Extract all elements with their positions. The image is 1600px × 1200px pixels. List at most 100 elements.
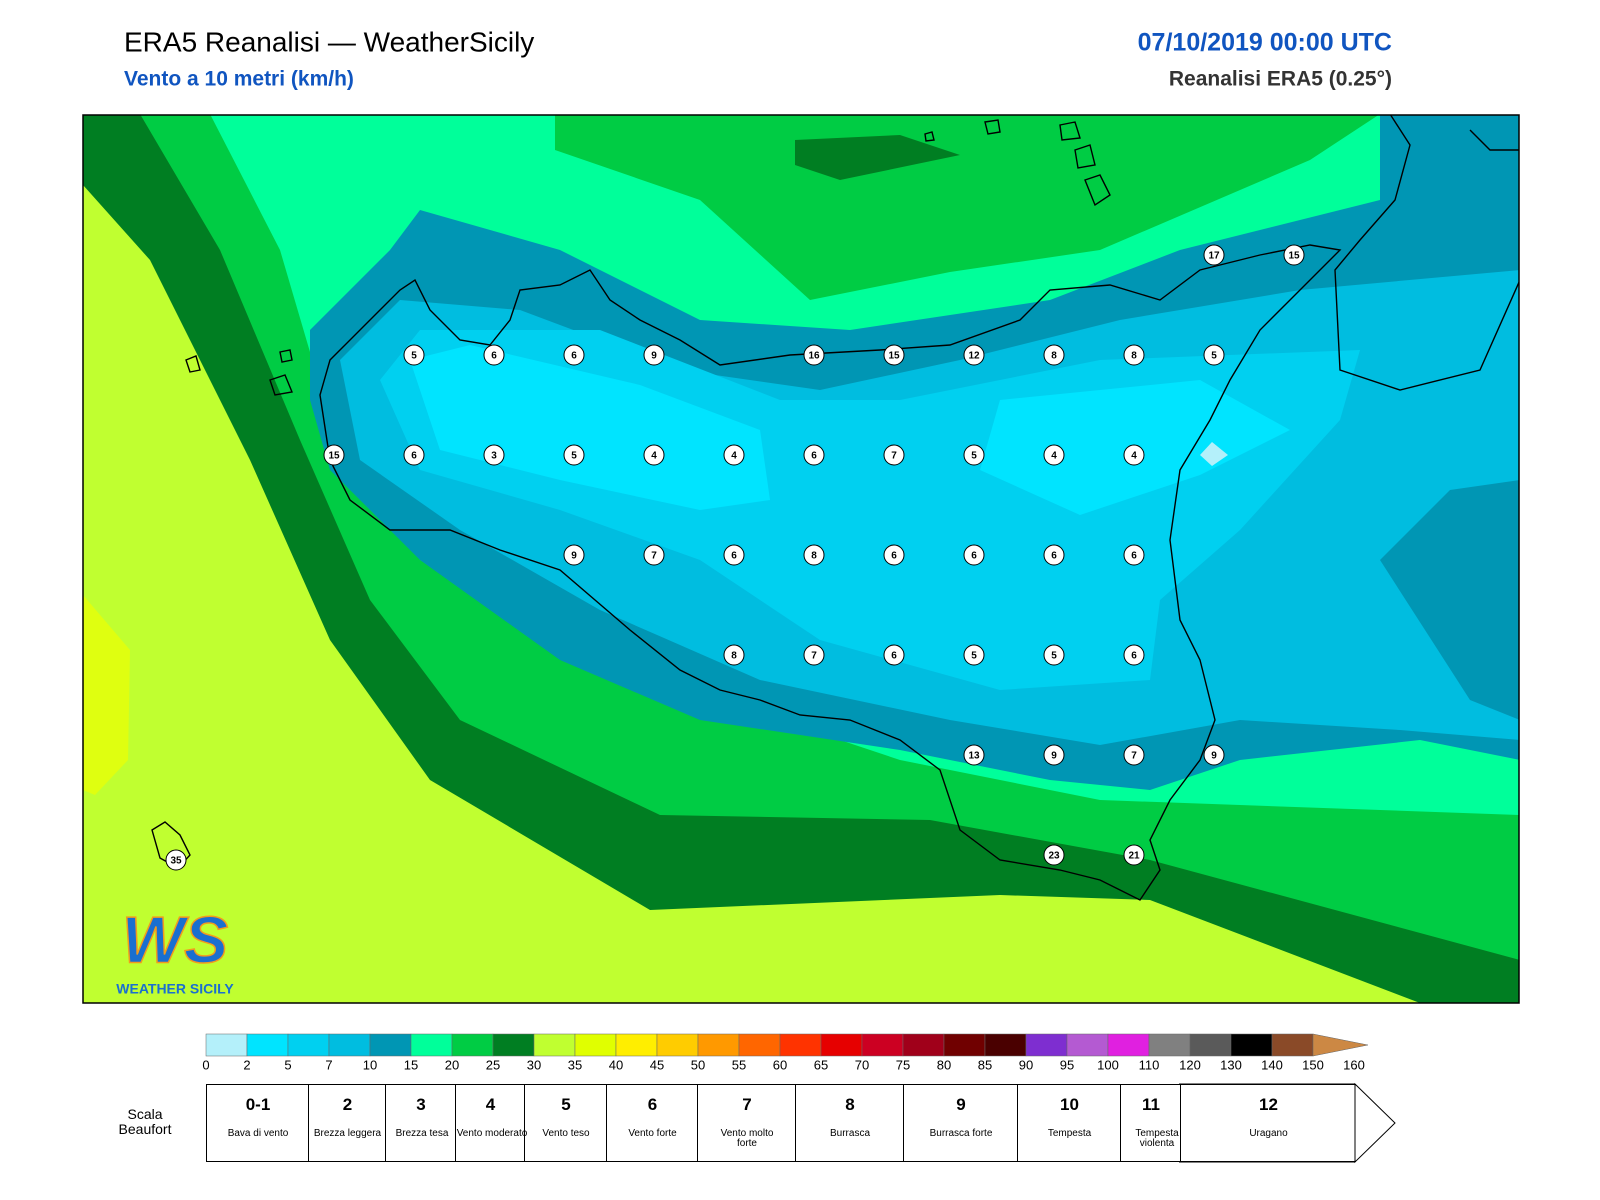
color-swatch (410, 1033, 453, 1057)
title: ERA5 Reanalisi — WeatherSicily (124, 26, 534, 57)
island (185, 349, 293, 396)
station-value: 7 (1131, 751, 1137, 762)
beaufort-cell: 2 Brezza leggera (308, 1084, 386, 1162)
color-swatch (738, 1033, 781, 1057)
beaufort-cell: 0-1 Bava di vento (206, 1084, 309, 1162)
beaufort-cell: 7 Vento molto forte (697, 1084, 796, 1162)
station-dot (483, 444, 505, 466)
colorbar-tick: 160 (1343, 1057, 1365, 1072)
date: 07/10/2019 00:00 UTC (1138, 29, 1392, 57)
colorbar-tick: 130 (1220, 1057, 1242, 1072)
station-dot (643, 344, 665, 366)
station-value: 4 (1051, 451, 1057, 462)
color-swatch (492, 1033, 535, 1057)
station-value: 6 (411, 451, 417, 462)
beaufort-cell: 4 Vento moderato (455, 1084, 528, 1162)
station-dot (963, 444, 985, 466)
station-dot (803, 544, 825, 566)
colorbar-tick: 150 (1302, 1057, 1324, 1072)
beaufort-force: 7 (742, 1095, 752, 1114)
station-dot (1123, 444, 1145, 466)
station-value: 23 (1048, 851, 1060, 862)
colorbar-tick: 45 (650, 1057, 664, 1072)
calabria (1469, 129, 1519, 151)
station-value: 5 (1051, 651, 1057, 662)
color-swatch (656, 1033, 699, 1057)
beaufort-name: Vento molto forte (720, 1128, 774, 1149)
station-dot (323, 444, 345, 466)
island (151, 821, 191, 869)
color-swatch (1312, 1033, 1369, 1057)
colorbar-tick: 15 (404, 1057, 418, 1072)
colorbar-tick: 55 (732, 1057, 746, 1072)
station-dot (803, 644, 825, 666)
beaufort-force: 0-1 (245, 1095, 271, 1114)
station-dot (883, 644, 905, 666)
colorbar-tick: 7 (325, 1057, 332, 1072)
station-dot (1043, 344, 1065, 366)
station-dot (963, 644, 985, 666)
model: Reanalisi ERA5 (0.25°) (1169, 68, 1392, 91)
beaufort-force: 8 (845, 1095, 855, 1114)
beaufort-force: 4 (485, 1095, 496, 1114)
station-value: 5 (411, 351, 417, 362)
colorbar-tick: 5 (284, 1057, 291, 1072)
beaufort-cell: 9 Burrasca forte (903, 1084, 1018, 1162)
station-value: 6 (731, 551, 737, 562)
station-dot (563, 344, 585, 366)
station-value: 6 (1051, 551, 1057, 562)
beaufort-force: 9 (956, 1095, 966, 1114)
beaufort-force: 6 (647, 1095, 658, 1114)
beaufort-cell: 10 Tempesta (1017, 1084, 1121, 1162)
beaufort-name: Vento teso (542, 1128, 590, 1139)
colorbar-tick: 100 (1097, 1057, 1119, 1072)
colorbar-tick: 90 (1019, 1057, 1033, 1072)
colorbar-tick: 65 (814, 1057, 828, 1072)
band (1380, 480, 1519, 720)
band (795, 135, 960, 180)
station-dot (963, 344, 985, 366)
station-dot (963, 544, 985, 566)
color-swatch (574, 1033, 617, 1057)
station-value: 8 (811, 551, 817, 562)
station-dot (403, 444, 425, 466)
color-swatch (1271, 1033, 1314, 1057)
colorbar-tick: 75 (896, 1057, 910, 1072)
color-swatch (533, 1033, 576, 1057)
beaufort-name: Vento moderato (456, 1128, 528, 1139)
beaufort-force: 11 (1142, 1095, 1160, 1114)
beaufort-arrow (1354, 1082, 1396, 1164)
station-dot (883, 544, 905, 566)
color-swatch (328, 1033, 371, 1057)
color-swatch (1230, 1033, 1273, 1057)
beaufort-cell: 6 Vento forte (606, 1084, 698, 1162)
color-swatch (984, 1033, 1027, 1057)
color-swatch (615, 1033, 658, 1057)
color-swatch (1148, 1033, 1191, 1057)
colorbar-tick: 60 (773, 1057, 787, 1072)
station-dot (883, 444, 905, 466)
station-dot (1123, 744, 1145, 766)
station-dot (643, 544, 665, 566)
beaufort-force: 3 (416, 1095, 426, 1114)
color-swatch (1066, 1033, 1109, 1057)
sicily (319, 244, 1342, 901)
station-value: 9 (651, 351, 657, 362)
station-value: 7 (651, 551, 657, 562)
color-swatch (369, 1033, 412, 1057)
station-value: 3 (491, 451, 497, 462)
station-value: 5 (971, 451, 977, 462)
station-dot (1203, 344, 1225, 366)
color-swatch (451, 1033, 494, 1057)
calabria (1334, 115, 1519, 391)
band (410, 345, 770, 510)
colorbar-tick: 40 (609, 1057, 623, 1072)
beaufort-name: Bava di vento (227, 1128, 289, 1139)
station-dot (1043, 444, 1065, 466)
beaufort-name: Burrasca forte (929, 1128, 993, 1139)
station-dot (1203, 744, 1225, 766)
colorbar-tick: 50 (691, 1057, 705, 1072)
station-value: 6 (971, 551, 977, 562)
